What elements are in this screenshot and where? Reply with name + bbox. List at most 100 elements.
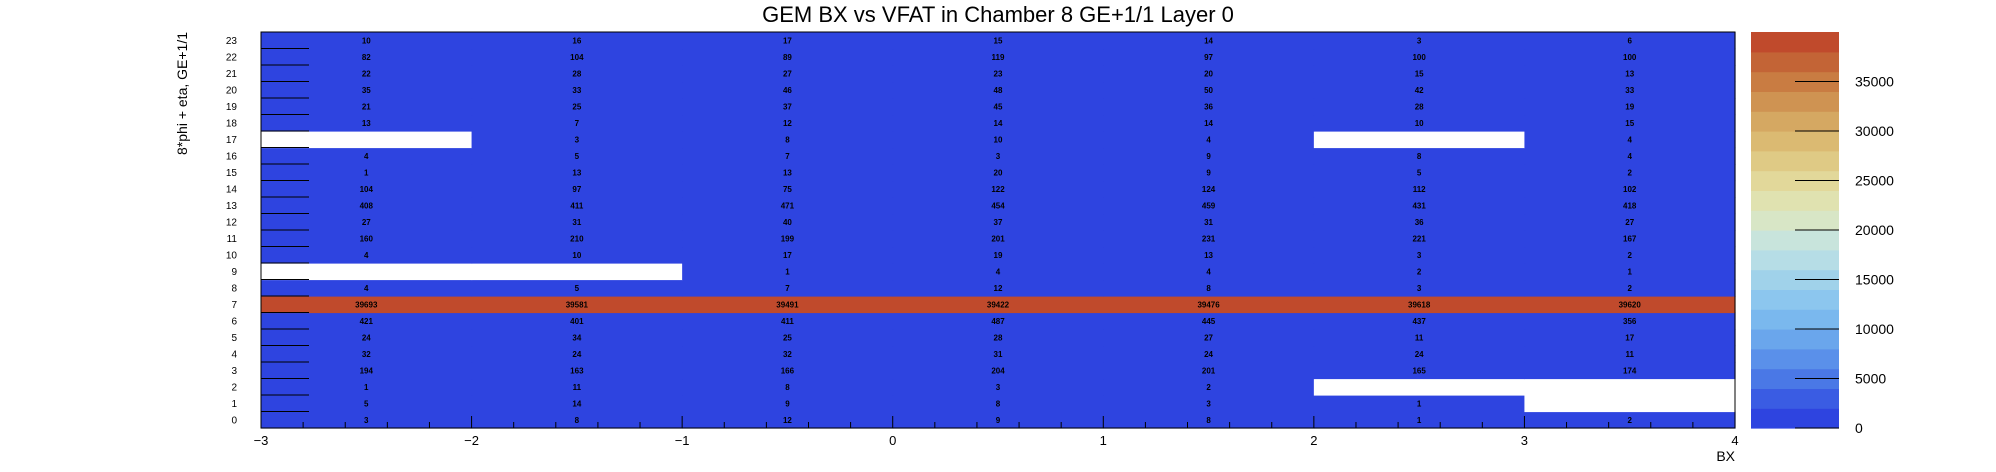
heatmap-cell <box>1103 362 1315 380</box>
cell-value-label: 24 <box>362 333 371 342</box>
heatmap-cells <box>261 32 1736 429</box>
color-scale-tick-label: 25000 <box>1855 173 1894 189</box>
heatmap-cell <box>261 378 473 396</box>
color-scale-swatch <box>1751 111 1839 132</box>
heatmap-cell <box>1524 411 1736 429</box>
cell-value-label: 14 <box>1204 119 1213 128</box>
cell-value-label: 28 <box>572 69 581 78</box>
heatmap-cell <box>261 197 473 215</box>
heatmap-cell <box>261 65 473 83</box>
heatmap-cell <box>471 197 683 215</box>
y-tick-label: 12 <box>226 217 238 228</box>
cell-value-label: 431 <box>1412 201 1426 210</box>
heatmap-cell <box>1313 32 1526 50</box>
cell-value-label: 10 <box>572 251 581 260</box>
y-tick-label: 8 <box>231 283 237 294</box>
cell-value-label: 35 <box>362 86 371 95</box>
y-tick-label: 4 <box>231 349 237 360</box>
heatmap-cell <box>682 213 894 231</box>
cell-value-label: 194 <box>360 366 374 375</box>
heatmap-cell <box>682 345 894 363</box>
heatmap-cell <box>892 246 1104 264</box>
cell-value-label: 4 <box>364 152 369 161</box>
heatmap-cell <box>1103 279 1315 297</box>
heatmap-cell <box>471 246 683 264</box>
heatmap-cell <box>1103 32 1315 50</box>
heatmap-cell <box>1313 197 1526 215</box>
cell-value-label: 487 <box>991 317 1005 326</box>
cell-value-label: 33 <box>572 86 581 95</box>
cell-value-label: 3 <box>1417 36 1422 45</box>
color-scale-tick-label: 35000 <box>1855 74 1894 90</box>
heatmap-cell <box>261 329 473 347</box>
x-tick-label: −1 <box>675 433 690 448</box>
heatmap-cell <box>682 164 894 182</box>
chart-title: GEM BX vs VFAT in Chamber 8 GE+1/1 Layer… <box>762 2 1234 27</box>
heatmap-cell <box>261 98 473 116</box>
heatmap-cell <box>1103 164 1315 182</box>
heatmap-cell <box>892 147 1104 165</box>
heatmap-cell <box>471 180 683 198</box>
heatmap-cell <box>682 65 894 83</box>
heatmap-cell <box>1524 98 1736 116</box>
cell-value-label: 82 <box>362 53 371 62</box>
cell-value-label: 42 <box>1415 86 1424 95</box>
cell-value-label: 3 <box>1417 284 1422 293</box>
heatmap-cell <box>892 164 1104 182</box>
cell-value-label: 8 <box>1206 416 1211 425</box>
heatmap-cell <box>682 329 894 347</box>
y-tick-label: 0 <box>231 415 237 426</box>
cell-value-label: 102 <box>1623 185 1637 194</box>
heatmap-cell <box>682 131 894 149</box>
y-tick-label: 6 <box>231 316 237 327</box>
cell-value-label: 4 <box>1206 267 1211 276</box>
y-tick-label: 23 <box>226 36 238 47</box>
cell-value-label: 100 <box>1412 53 1426 62</box>
heatmap-cell <box>1103 296 1315 314</box>
heatmap-cell <box>1313 411 1526 429</box>
heatmap-cell <box>682 32 894 50</box>
cell-value-label: 8 <box>785 383 790 392</box>
y-tick-label: 11 <box>227 234 238 245</box>
cell-value-label: 210 <box>570 234 584 243</box>
cell-value-label: 411 <box>570 201 583 210</box>
heatmap-cell <box>1524 65 1736 83</box>
heatmap-cell <box>892 98 1104 116</box>
heatmap-cell <box>892 329 1104 347</box>
heatmap-cell <box>261 345 473 363</box>
cell-value-label: 201 <box>1202 366 1216 375</box>
heatmap-cell <box>1103 378 1315 396</box>
heatmap-cell <box>682 246 894 264</box>
cell-value-label: 8 <box>1206 284 1211 293</box>
heatmap-cell <box>892 197 1104 215</box>
heatmap-cell <box>1313 312 1526 330</box>
color-scale-swatch <box>1751 329 1839 350</box>
cell-value-label: 122 <box>991 185 1005 194</box>
color-scale-swatch <box>1751 309 1839 330</box>
heatmap-cell <box>1103 230 1315 248</box>
heatmap-cell <box>1103 197 1315 215</box>
heatmap-cell <box>892 213 1104 231</box>
heatmap-cell <box>471 147 683 165</box>
cell-value-label: 17 <box>783 36 792 45</box>
cell-value-label: 39693 <box>355 300 378 309</box>
cell-value-label: 221 <box>1412 234 1426 243</box>
cell-value-label: 104 <box>360 185 374 194</box>
heatmap-cell <box>1103 246 1315 264</box>
cell-value-label: 20 <box>1204 69 1213 78</box>
heatmap-cell <box>892 378 1104 396</box>
heatmap-cell <box>892 230 1104 248</box>
cell-value-label: 13 <box>362 119 371 128</box>
x-tick-label: −3 <box>254 433 269 448</box>
cell-value-label: 163 <box>570 366 584 375</box>
cell-value-label: 174 <box>1623 366 1637 375</box>
heatmap-cell <box>261 230 473 248</box>
heatmap-cell <box>1313 164 1526 182</box>
cell-value-label: 97 <box>1204 53 1213 62</box>
heatmap-cell <box>1103 81 1315 99</box>
cell-value-label: 408 <box>360 201 374 210</box>
y-tick-label: 18 <box>226 118 238 129</box>
heatmap-cell <box>1524 296 1736 314</box>
cell-value-label: 2 <box>1627 284 1632 293</box>
